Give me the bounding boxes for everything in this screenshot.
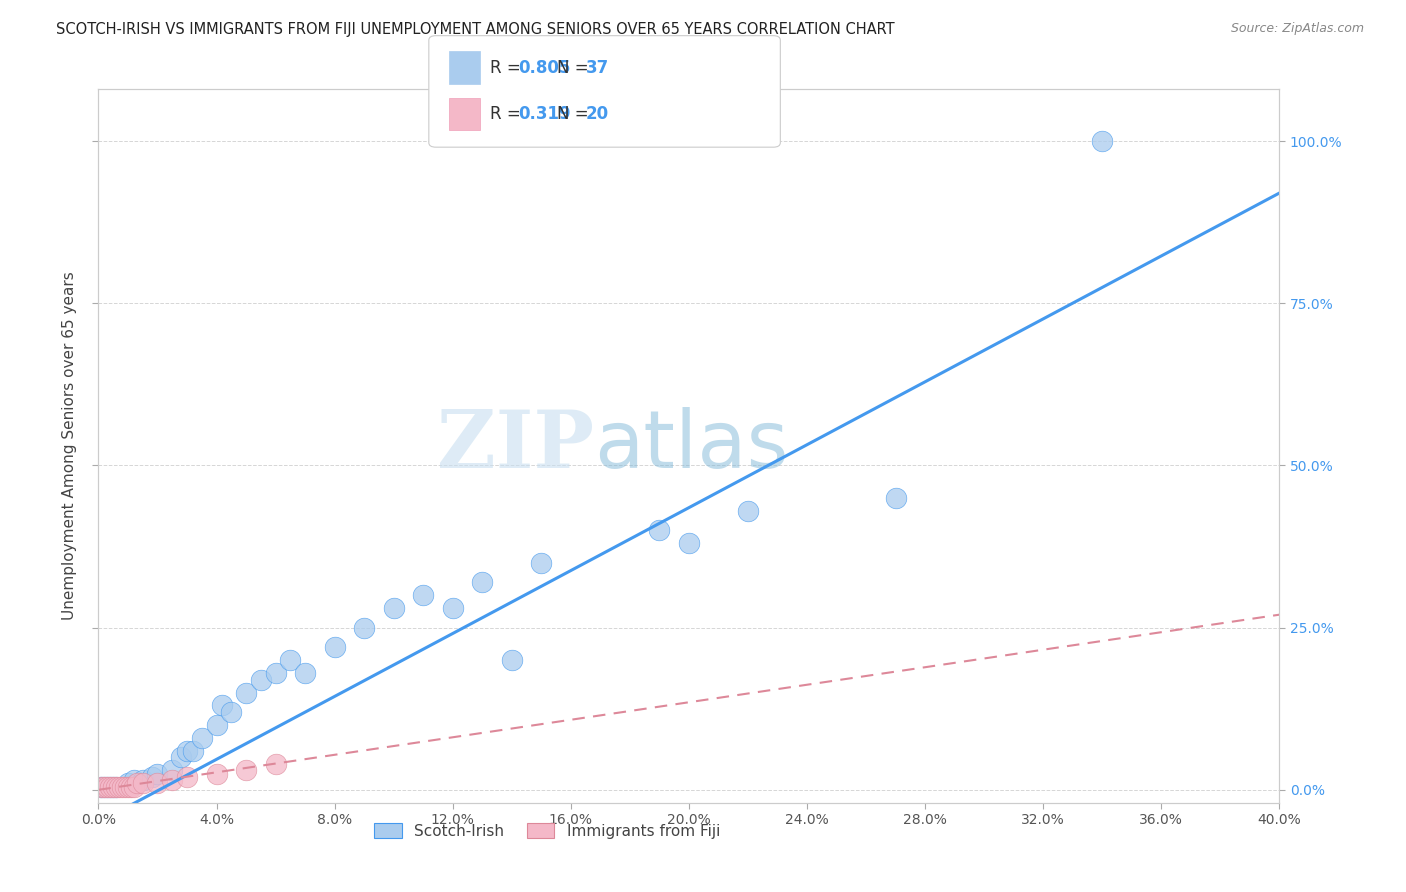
Point [105,780,128,794]
Point [120,780,142,794]
Point [105,780,128,794]
Point [382,601,405,615]
Legend: Scotch-Irish, Immigrants from Fiji: Scotch-Irish, Immigrants from Fiji [368,817,725,845]
Point [98,780,121,794]
Point [176,744,198,758]
Point [176,770,198,784]
Point [280,653,302,667]
Text: R =: R = [489,59,526,77]
Point [221,705,243,719]
Point [441,601,464,615]
Point [323,640,346,654]
Point [170,750,193,764]
Point [884,491,907,505]
Point [111,780,134,794]
Point [93,780,115,794]
Point [122,773,145,788]
Text: 20: 20 [586,105,609,123]
Point [294,666,316,681]
Text: 0.319: 0.319 [519,105,571,123]
Point [90,780,112,794]
Text: 0.805: 0.805 [519,59,571,77]
Point [146,776,169,790]
Point [96,780,118,794]
Point [353,621,375,635]
Point [737,504,759,518]
Text: atlas: atlas [595,407,789,485]
Point [141,770,163,784]
Point [122,780,145,794]
Point [678,536,700,550]
Point [471,575,494,590]
Point [132,773,155,788]
Text: SCOTCH-IRISH VS IMMIGRANTS FROM FIJI UNEMPLOYMENT AMONG SENIORS OVER 65 YEARS CO: SCOTCH-IRISH VS IMMIGRANTS FROM FIJI UNE… [56,22,894,37]
Point [117,776,139,790]
Point [114,780,136,794]
Point [501,653,523,667]
Point [90,780,112,794]
Point [96,780,118,794]
Point [191,731,214,745]
Point [181,744,204,758]
Point [205,718,228,732]
Text: N =: N = [557,59,595,77]
Point [146,766,169,780]
Point [117,780,139,794]
Text: N =: N = [557,105,595,123]
Point [235,685,257,699]
Point [98,780,121,794]
Point [162,773,183,788]
Point [530,556,553,570]
Y-axis label: Unemployment Among Seniors over 65 years: Unemployment Among Seniors over 65 years [62,272,77,620]
Text: ZIP: ZIP [437,407,595,485]
Point [211,698,233,713]
Point [93,780,115,794]
Point [125,776,148,790]
Point [235,764,257,778]
Point [132,776,155,790]
Point [103,780,125,794]
Point [205,766,228,780]
Point [648,524,671,538]
Point [103,780,125,794]
Point [250,673,273,687]
Point [162,764,183,778]
Text: 37: 37 [586,59,609,77]
Point [412,588,434,602]
Text: Source: ZipAtlas.com: Source: ZipAtlas.com [1230,22,1364,36]
Text: R =: R = [489,105,531,123]
Point [264,756,287,771]
Point [1091,134,1114,148]
Point [264,666,287,681]
Point [108,780,131,794]
